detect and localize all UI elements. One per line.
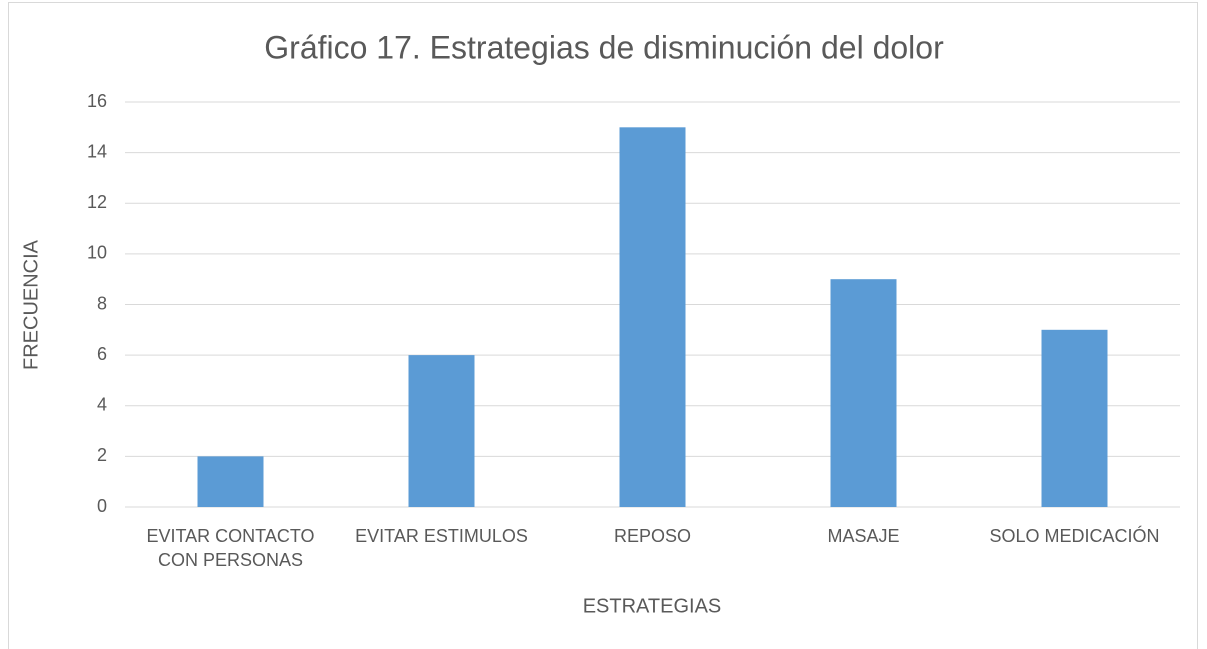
x-tick-label: SOLO MEDICACIÓN: [989, 526, 1160, 546]
y-tick-label: 4: [97, 395, 107, 415]
bar: [408, 355, 475, 507]
bar: [619, 127, 686, 507]
bar: [830, 279, 897, 507]
x-tick-label: EVITAR ESTIMULOS: [355, 526, 528, 546]
x-axis-label: ESTRATEGIAS: [583, 595, 722, 617]
x-tick-label: EVITAR CONTACTO CON PERSONAS: [146, 526, 315, 570]
y-tick-label: 8: [97, 293, 107, 313]
y-tick-label: 12: [87, 192, 107, 212]
y-tick-label: 14: [87, 141, 107, 161]
y-tick-label: 0: [97, 496, 107, 516]
chart-title: Gráfico 17. Estrategias de disminución d…: [264, 29, 944, 65]
y-tick-label: 2: [97, 445, 107, 465]
chart-border: [8, 2, 1198, 649]
y-tick-label: 10: [87, 243, 107, 263]
y-tick-label: 16: [87, 91, 107, 111]
bar: [197, 456, 264, 507]
x-tick-label: MASAJE: [827, 526, 900, 546]
x-tick-label: REPOSO: [613, 526, 692, 546]
y-axis-label: FRECUENCIA: [20, 239, 42, 370]
y-tick-label: 6: [97, 344, 107, 364]
bar: [1041, 329, 1108, 507]
